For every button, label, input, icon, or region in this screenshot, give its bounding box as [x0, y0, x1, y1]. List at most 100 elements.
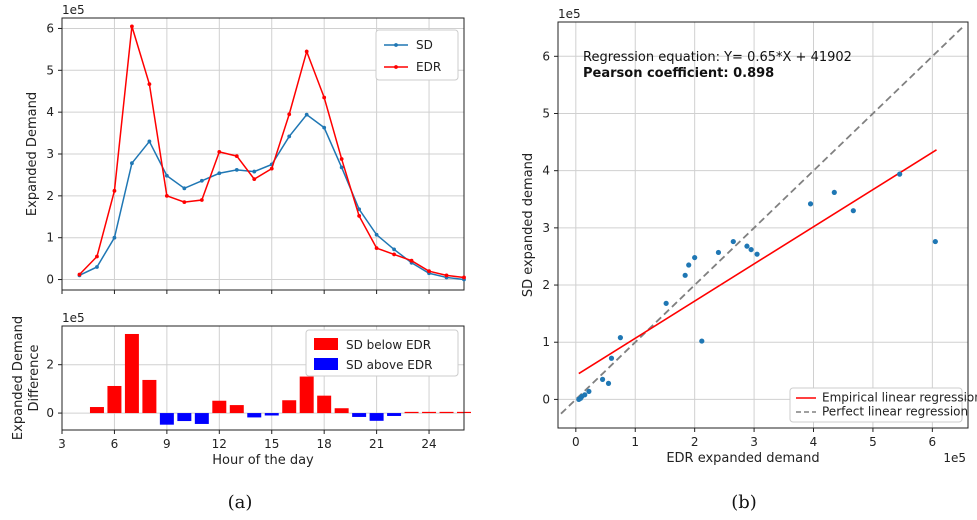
y-tick-label: 5: [46, 63, 54, 77]
legend-label: Perfect linear regression: [822, 405, 968, 419]
data-point-edr: [339, 157, 344, 161]
data-point-edr: [462, 275, 466, 280]
scatter-point: [807, 201, 814, 207]
legend-label: SD below EDR: [346, 338, 431, 352]
y-tick-label: 0: [46, 406, 54, 420]
panel-b-chart: 0 1 2 3 4 5 6 0 1 2 3 4 5 6 1e5 1e5 EDR expanded demand S…: [521, 7, 977, 466]
data-point-edr: [199, 198, 204, 202]
scatter-point: [744, 243, 750, 249]
y-tick-label: 3: [46, 147, 54, 161]
empirical-regression-line: [578, 149, 937, 375]
data-point-sd: [287, 134, 292, 139]
scatter-point: [617, 335, 623, 341]
x-tick-label: 12: [212, 437, 227, 451]
data-point-edr: [374, 246, 379, 251]
x-tick-label: 6: [111, 437, 119, 451]
scatter-point: [586, 388, 592, 395]
y-tick-label: 6: [542, 49, 550, 63]
legend-label-edr: EDR: [416, 60, 441, 74]
legend-marker-edr: [394, 65, 398, 69]
scatter-point: [608, 355, 615, 361]
bar: [142, 379, 157, 414]
x-tick-label: 3: [58, 437, 66, 451]
data-point-edr: [252, 177, 257, 182]
plot-frame: [557, 21, 969, 429]
bar: [282, 400, 297, 414]
data-point-edr: [304, 49, 309, 54]
bar: [317, 395, 332, 414]
data-point-sd: [374, 232, 379, 237]
bar: [124, 333, 139, 414]
data-point-edr: [130, 24, 134, 29]
y-tick-label: 2: [542, 278, 550, 292]
x-tick-label: 6: [929, 435, 937, 449]
scatter-point: [715, 249, 722, 256]
data-point-edr: [269, 166, 274, 171]
x-tick-label: 2: [691, 435, 699, 449]
data-point-edr: [217, 150, 222, 154]
scatter-point: [686, 262, 692, 268]
data-point-edr: [427, 269, 431, 274]
y-tick-label: 1: [542, 335, 550, 349]
data-point-edr: [322, 95, 327, 100]
bar: [107, 385, 122, 414]
data-point-edr: [409, 258, 414, 263]
data-point-sd: [164, 173, 169, 178]
x-tick-label: 21: [369, 437, 384, 451]
x-offset-label: 1e5: [943, 451, 966, 465]
scatter-point: [605, 380, 612, 386]
x-tick-label: 15: [264, 437, 279, 451]
y-tick-label: 4: [46, 105, 54, 119]
bar: [439, 411, 454, 414]
data-point-edr: [444, 273, 449, 278]
x-tick-label: 18: [317, 437, 332, 451]
x-axis-label: Hour of the day: [212, 453, 314, 468]
bar: [229, 405, 244, 414]
scatter-point: [599, 376, 606, 382]
y-tick-label: 2: [46, 189, 54, 203]
panel-a-top-chart: 0 1 2 3 4 5 6 1e5 Expanded Demand SD EDR: [25, 3, 466, 294]
data-point-sd: [95, 265, 99, 269]
bar: [159, 413, 174, 425]
scatter-point: [754, 251, 760, 257]
legend-box: [789, 387, 963, 423]
bar: [352, 413, 367, 417]
scatter-point: [730, 238, 736, 245]
legend-label: SD above EDR: [346, 358, 432, 372]
y-tick-label: 1: [46, 231, 54, 245]
scatter-point: [663, 300, 669, 306]
x-tick-label: 3: [750, 435, 758, 449]
data-point-edr: [77, 272, 82, 277]
data-point-sd: [234, 168, 239, 172]
x-tick-label: 4: [810, 435, 818, 449]
data-point-sd: [322, 125, 327, 130]
bar: [422, 411, 437, 414]
data-point-sd: [112, 235, 117, 240]
data-point-sd: [217, 171, 222, 176]
scatter-point: [831, 189, 837, 196]
bar: [89, 407, 104, 414]
bar: [177, 413, 192, 422]
y-axis-label-line1: Expanded Demand: [11, 316, 26, 440]
data-point-sd: [357, 207, 362, 212]
data-point-sd: [304, 112, 309, 117]
scatter-point: [748, 246, 754, 253]
data-point-edr: [182, 200, 187, 205]
legend-swatch: [314, 358, 338, 370]
scatter-point: [582, 392, 588, 398]
panel-a-bottom-chart: 3 6 9 12 15 18 21 24 0 2 1e5 Expanded Demand Differe…: [11, 311, 471, 468]
bar: [404, 411, 419, 414]
y-tick-label: 3: [542, 221, 550, 235]
scatter-point: [699, 338, 705, 344]
bar: [334, 408, 349, 414]
plot-frame: [61, 325, 465, 431]
x-axis-label: EDR expanded demand: [666, 451, 819, 466]
bar: [369, 413, 384, 421]
caption-a: (a): [228, 492, 253, 513]
data-point-edr: [112, 188, 117, 193]
x-tick-label: 1: [631, 435, 639, 449]
y-tick-label: 2: [46, 358, 54, 372]
data-point-edr: [287, 112, 292, 117]
bar: [264, 413, 279, 416]
legend-label-sd: SD: [416, 38, 433, 52]
